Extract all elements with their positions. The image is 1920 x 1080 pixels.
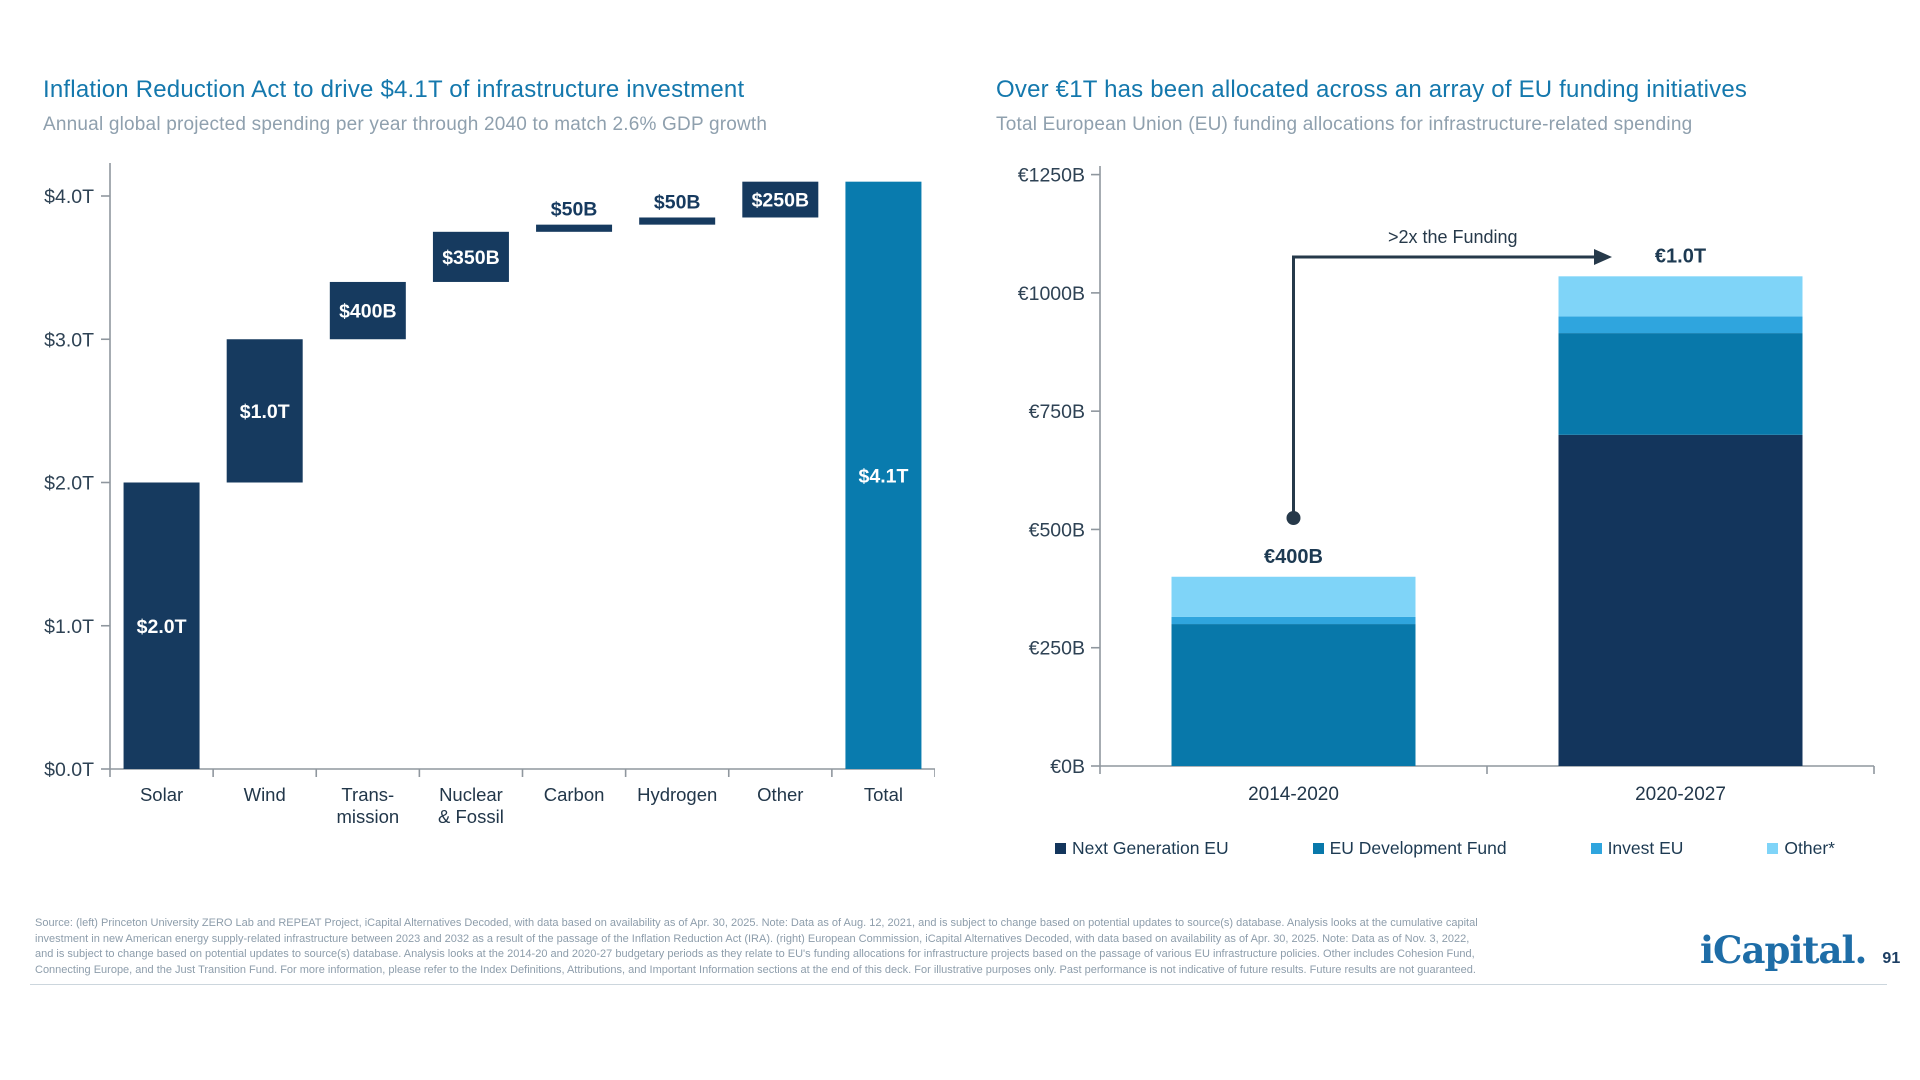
- annotation-arrow-line: [1292, 255, 1598, 518]
- bar-value-label: $4.1T: [859, 465, 909, 487]
- segment-other-2014-2020: [1171, 576, 1416, 617]
- y-tick-label: $1.0T: [44, 616, 94, 638]
- bar-solar: [123, 482, 200, 769]
- x-category-label: Hydrogen: [637, 784, 717, 805]
- y-tick-label: €1000B: [1018, 283, 1085, 305]
- legend-swatch-invest-eu: [1590, 843, 1602, 854]
- right-chart-subtitle: Total European Union (EU) funding alloca…: [996, 114, 1693, 135]
- bar-value-label: $50B: [551, 199, 598, 221]
- annotation-arrow-head: [1594, 249, 1612, 265]
- y-tick-label: $3.0T: [44, 329, 94, 351]
- waterfall-chart-svg: $0.0T $1.0T $2.0T $3.0T $4.0T $2.0T Solar $1.0T…: [44, 163, 936, 827]
- footnote-line: Connecting Europe, and the Just Transiti…: [35, 963, 1476, 976]
- bar-total-label: €400B: [1264, 546, 1323, 568]
- legend-label: Other*: [1784, 838, 1835, 858]
- footnote-line: Source: (left) Princeton University ZERO…: [35, 917, 1478, 929]
- y-tick-label: $2.0T: [44, 473, 94, 495]
- segment-other-2020-2027: [1558, 276, 1803, 317]
- legend-item-invest-eu: Invest EU: [1590, 838, 1684, 859]
- segment-eu-development-fund-2020-2027: [1558, 333, 1803, 435]
- segment-next-generation-eu-2020-2027: [1558, 434, 1803, 766]
- x-category-label: 2020-2027: [1635, 784, 1726, 805]
- bottom-divider: [30, 984, 1887, 985]
- icapital-logo: iCapital.: [1700, 928, 1867, 972]
- waterfall-chart: $0.0T $1.0T $2.0T $3.0T $4.0T $2.0T Solar $1.0T…: [35, 150, 936, 850]
- bar-value-label: $50B: [654, 191, 701, 213]
- legend-swatch-next-generation-eu: [1055, 843, 1066, 854]
- page-number: 91: [1882, 950, 1901, 967]
- right-chart-legend: Next Generation EU EU Development Fund Inv…: [1055, 838, 1835, 859]
- x-category-label: Solar: [140, 784, 183, 805]
- y-tick-label: $4.0T: [44, 186, 94, 208]
- legend-label: EU Development Fund: [1329, 838, 1507, 858]
- legend-label: Invest EU: [1607, 838, 1684, 858]
- left-chart-title: Inflation Reduction Act to drive $4.1T o…: [43, 76, 745, 103]
- source-footnote: Source: (left) Princeton University ZERO…: [35, 916, 1665, 978]
- segment-invest-eu-2014-2020: [1171, 616, 1416, 625]
- legend-item-eu-development-fund: EU Development Fund: [1312, 838, 1507, 859]
- legend-label: Next Generation EU: [1072, 838, 1229, 858]
- y-tick-label: €500B: [1029, 519, 1085, 541]
- bar-total-label: €1.0T: [1655, 245, 1706, 267]
- y-tick-label: €1250B: [1018, 165, 1085, 187]
- bar-wind: [226, 339, 303, 483]
- bar-hydrogen: [639, 217, 716, 225]
- bar-carbon: [536, 224, 613, 232]
- stacked-bar-chart-svg: €0B €250B €500B €750B €1000B €1250B €400B 2014-…: [1018, 165, 1875, 805]
- legend-item-other: Other*: [1767, 838, 1835, 859]
- y-tick-label: $0.0T: [44, 759, 94, 781]
- y-tick-label: €0B: [1050, 756, 1085, 778]
- bar-value-label: $400B: [339, 301, 396, 323]
- x-category-label: Other: [757, 784, 803, 805]
- x-category-label: 2014-2020: [1248, 784, 1339, 805]
- x-category-label: Wind: [244, 784, 286, 805]
- annotation-text: >2x the Funding: [1388, 227, 1518, 247]
- segment-invest-eu-2020-2027: [1558, 316, 1803, 334]
- bar-total: [845, 181, 922, 770]
- right-chart-title: Over €1T has been allocated across an ar…: [996, 76, 1748, 103]
- x-category-label: Carbon: [544, 784, 605, 805]
- bar-value-label: $250B: [752, 190, 809, 212]
- bar-value-label: $1.0T: [240, 401, 290, 423]
- bar-trans-mission: [329, 281, 406, 340]
- bar-value-label: $2.0T: [137, 616, 187, 638]
- x-category-label: Trans-mission: [336, 784, 399, 827]
- bar-other: [742, 181, 819, 218]
- legend-item-next-generation-eu: Next Generation EU: [1055, 838, 1229, 859]
- footnote-line: and is subject to change based on potent…: [35, 948, 1475, 961]
- y-tick-label: €250B: [1029, 638, 1085, 660]
- bar-nuclear-fossil: [432, 231, 509, 282]
- x-category-label: Total: [864, 784, 903, 805]
- stacked-bar-chart: €0B €250B €500B €750B €1000B €1250B €400B 2014-…: [985, 150, 1915, 840]
- footnote-line: investment in new American energy supply…: [35, 932, 1470, 945]
- y-tick-label: €750B: [1029, 401, 1085, 423]
- legend-swatch-eu-development-fund: [1312, 843, 1324, 854]
- segment-eu-development-fund-2014-2020: [1171, 624, 1416, 766]
- x-category-label: Nuclear & Fossil: [438, 784, 504, 827]
- left-chart-subtitle: Annual global projected spending per yea…: [43, 114, 768, 135]
- brand-block: iCapital. 91: [1700, 928, 1900, 972]
- bar-value-label: $350B: [442, 247, 499, 269]
- legend-swatch-other: [1767, 843, 1779, 854]
